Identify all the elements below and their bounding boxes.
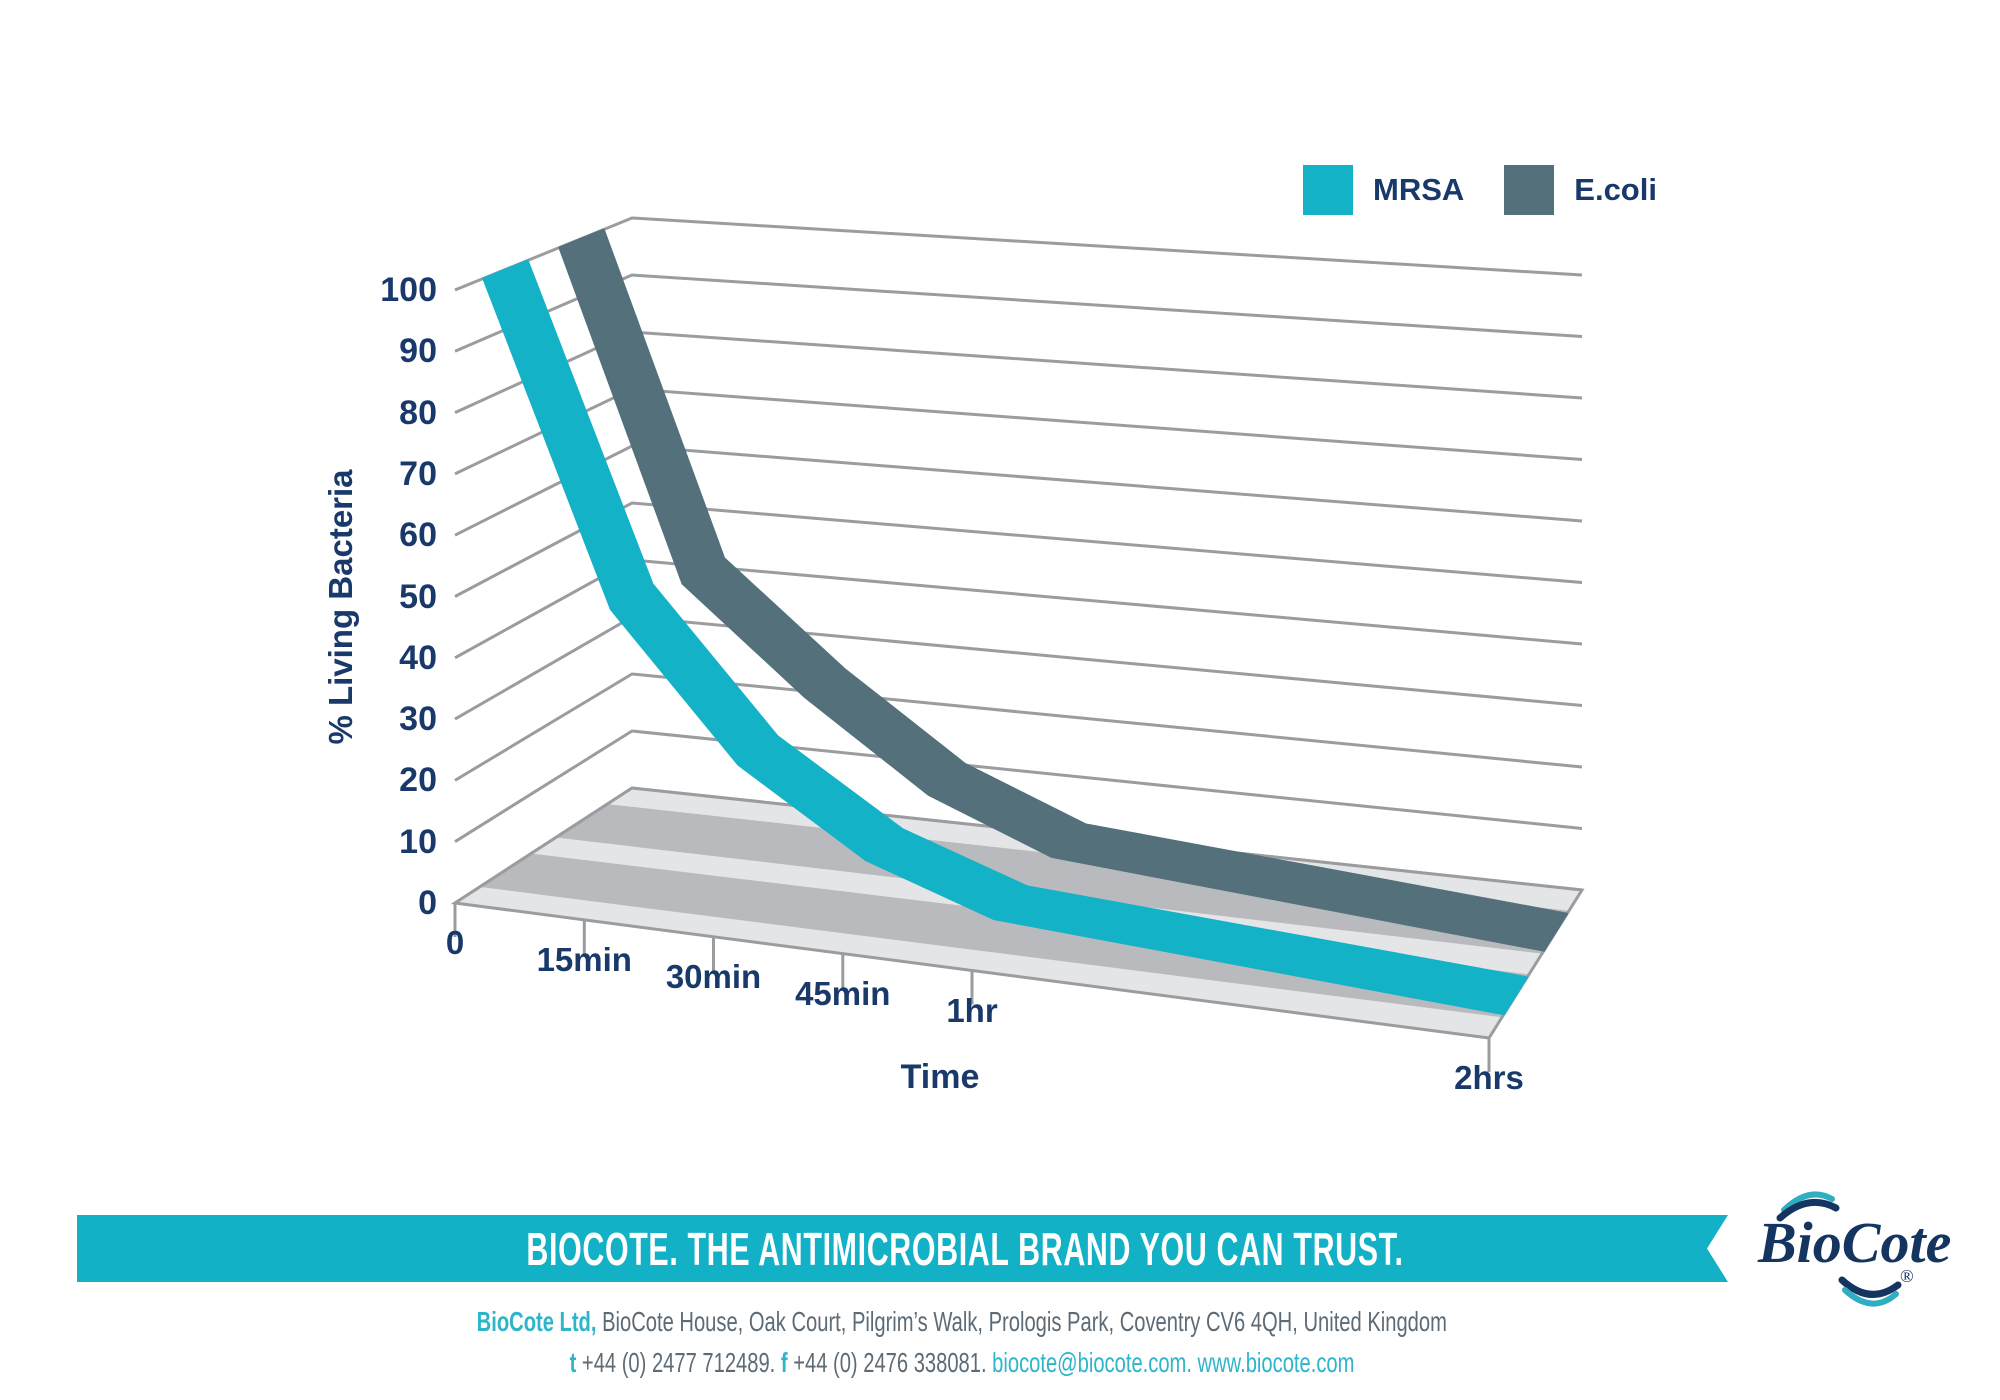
banner-text-wrap: BIOCOTE. THE ANTIMICROBIAL BRAND YOU CAN… — [300, 1215, 1629, 1282]
x-tick-label: 45min — [795, 974, 891, 1012]
y-tick-label: 50 — [399, 577, 437, 616]
legend-item-mrsa: MRSA — [1303, 165, 1464, 215]
logo-top-arc-teal — [1781, 1191, 1835, 1213]
y-tick-label: 10 — [399, 822, 437, 861]
y-axis-title: % Living Bacteria — [322, 469, 359, 745]
ecoli-label: E.coli — [1574, 172, 1657, 207]
banner-slogan: BIOCOTE. THE ANTIMICROBIAL BRAND YOU CAN… — [526, 1222, 1404, 1275]
logo-bottom-arc-navy — [1838, 1276, 1902, 1298]
legend: MRSA E.coli — [1303, 165, 1657, 215]
footer-text-segment: f — [780, 1347, 788, 1378]
mrsa-swatch — [1303, 165, 1353, 215]
y-tick-label: 0 — [418, 884, 437, 922]
x-tick-label: 1hr — [946, 991, 998, 1029]
legend-item-ecoli: E.coli — [1504, 165, 1657, 215]
x-tick-label: 15min — [536, 940, 632, 978]
logo-bottom-arc-teal — [1842, 1287, 1899, 1307]
footer-text-segment[interactable]: www.biocote.com — [1197, 1347, 1355, 1378]
footer-address-line: BioCote Ltd, BioCote House, Oak Court, P… — [0, 1306, 1924, 1338]
y-tick-label: 80 — [399, 393, 437, 432]
banner-ribbon — [77, 1215, 1728, 1282]
x-tick-label: 2hrs — [1454, 1059, 1524, 1096]
footer-text-segment: BioCote House, Oak Court, Pilgrim’s Walk… — [596, 1306, 1448, 1337]
logo-registered-mark: ® — [1900, 1266, 1914, 1286]
y-tick-label: 70 — [399, 454, 437, 493]
x-tick-label: 0 — [445, 924, 465, 961]
y-tick-label: 100 — [380, 271, 437, 309]
logo-top-arc-navy — [1776, 1198, 1840, 1222]
x-tick-label: 30min — [665, 957, 762, 995]
footer-text-segment[interactable]: biocote@biocote.com. — [992, 1347, 1192, 1378]
ecoli-swatch — [1504, 165, 1555, 215]
x-axis-title: Time — [900, 1058, 980, 1096]
footer: BioCote Ltd, BioCote House, Oak Court, P… — [0, 1306, 1924, 1388]
footer-text-segment: +44 (0) 2477 712489. — [576, 1347, 781, 1378]
mrsa-label: MRSA — [1373, 172, 1465, 207]
logo-wordmark: BioCote — [1757, 1210, 1951, 1275]
y-tick-label: 60 — [399, 516, 437, 555]
footer-text-segment[interactable]: BioCote Ltd, — [476, 1306, 597, 1337]
y-tick-label: 40 — [399, 638, 437, 677]
y-tick-label: 20 — [399, 761, 437, 800]
footer-text-segment: t — [569, 1347, 577, 1378]
footer-text-segment: +44 (0) 2476 338081. — [787, 1347, 993, 1378]
y-tick-label: 90 — [399, 332, 437, 371]
biocote-logo: BioCote ® — [1757, 1191, 1951, 1307]
y-tick-label: 30 — [399, 700, 437, 739]
footer-contact-line: t +44 (0) 2477 712489. f +44 (0) 2476 33… — [0, 1347, 1924, 1379]
